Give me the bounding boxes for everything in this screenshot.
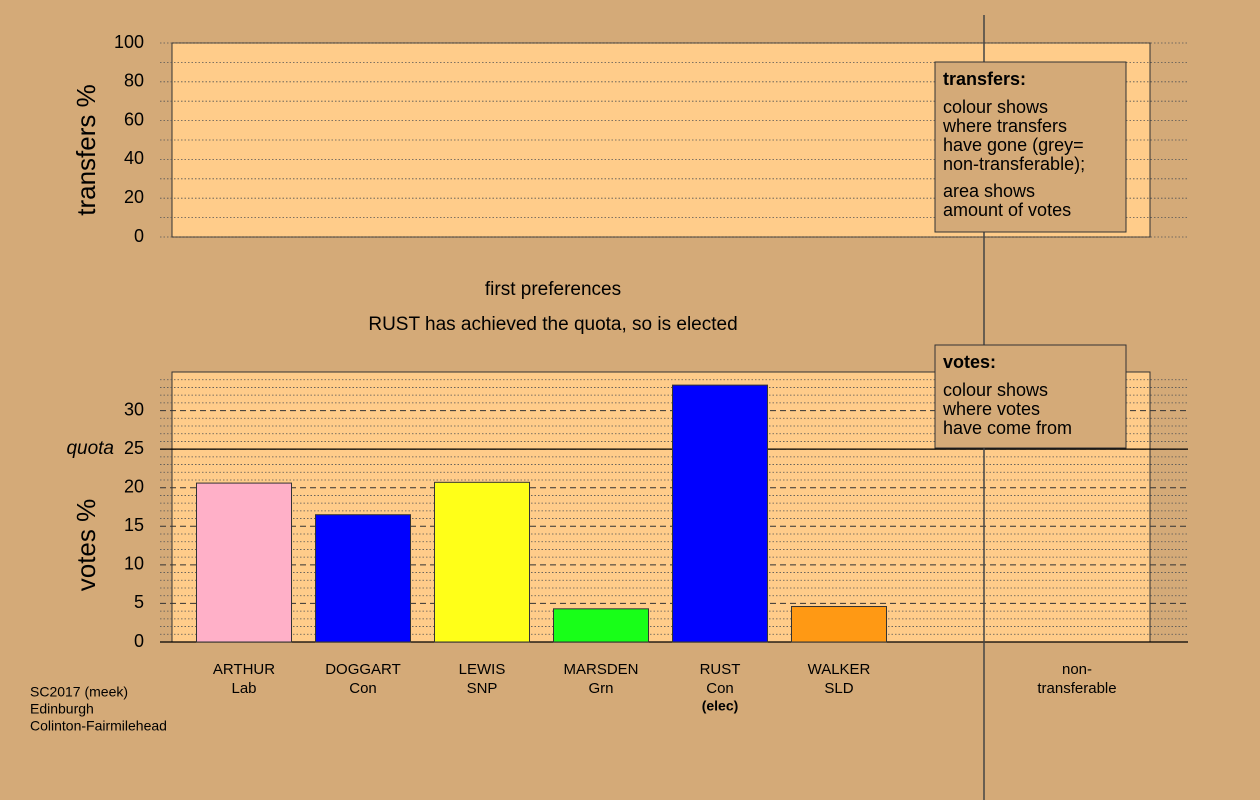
y-tick-label: 20 — [124, 187, 144, 207]
bar — [196, 482, 292, 643]
y-tick-label: 80 — [124, 71, 144, 91]
bar — [791, 606, 887, 643]
category-label: RUST — [700, 661, 741, 678]
legend-text: area shows — [943, 181, 1035, 201]
bar — [553, 608, 649, 643]
category-label: MARSDEN — [563, 661, 638, 678]
y-tick-label: 60 — [124, 109, 144, 129]
category-label: LEWIS — [459, 661, 506, 678]
y-tick-label: 10 — [124, 554, 144, 574]
y-tick-label: 15 — [124, 515, 144, 535]
legend-text: where transfers — [942, 116, 1067, 136]
category-label: non-transferable — [1037, 661, 1117, 697]
party-label: SLD — [824, 680, 853, 697]
party-label: SNP — [467, 680, 498, 697]
legend-text: non-transferable); — [943, 154, 1085, 174]
footer-text: Colinton-Fairmilehead — [30, 718, 167, 734]
status-label: (elec) — [702, 698, 739, 714]
party-label: Grn — [588, 680, 613, 697]
party-label: Lab — [231, 680, 256, 697]
y-axis-title: votes % — [71, 499, 101, 592]
legend-title: transfers: — [943, 69, 1026, 89]
bar — [315, 514, 411, 643]
legend-title: votes: — [943, 352, 996, 372]
quota-label: quota — [66, 438, 114, 459]
category-label: DOGGART — [325, 661, 401, 678]
legend-text: have come from — [943, 418, 1072, 438]
chart-title: first preferences — [485, 279, 621, 300]
y-tick-label: 25 — [124, 438, 144, 458]
footer-text: Edinburgh — [30, 701, 94, 717]
party-label: Con — [349, 680, 377, 697]
legend-box — [934, 61, 1127, 233]
legend-text: amount of votes — [943, 200, 1071, 220]
legend-text: colour shows — [943, 380, 1048, 400]
legend-box — [934, 344, 1127, 449]
legend-text: have gone (grey= — [943, 135, 1084, 155]
y-tick-label: 100 — [114, 32, 144, 52]
legend-text: where votes — [942, 399, 1040, 419]
footer-text: SC2017 (meek) — [30, 684, 128, 700]
legend-text: colour shows — [943, 97, 1048, 117]
y-tick-label: 20 — [124, 476, 144, 496]
y-tick-label: 30 — [124, 399, 144, 419]
chart-subtitle: RUST has achieved the quota, so is elect… — [368, 314, 737, 335]
y-tick-label: 0 — [134, 631, 144, 651]
party-label: Con — [706, 680, 734, 697]
category-label: ARTHUR — [213, 661, 275, 678]
y-axis-title: transfers % — [71, 84, 101, 216]
y-tick-label: 0 — [134, 226, 144, 246]
bar — [434, 481, 530, 643]
category-label: WALKER — [808, 661, 871, 678]
y-tick-label: 5 — [134, 592, 144, 612]
bar — [672, 384, 768, 643]
y-tick-label: 40 — [124, 148, 144, 168]
